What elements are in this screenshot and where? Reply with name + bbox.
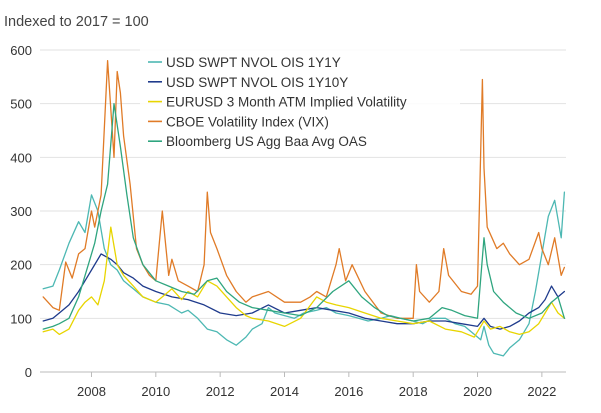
x-tick-label: 2010: [141, 384, 170, 399]
legend-label: EURUSD 3 Month ATM Implied Volatility: [166, 95, 407, 110]
legend: USD SWPT NVOL OIS 1Y1Y USD SWPT NVOL OIS …: [140, 48, 460, 156]
x-tick-label: 2020: [463, 384, 492, 399]
series-line-5: [42, 103, 566, 330]
series-line-2: [42, 253, 566, 330]
x-tick-label: 2018: [399, 384, 428, 399]
chart-title: Indexed to 2017 = 100: [4, 14, 149, 30]
series-lines: [42, 60, 566, 357]
x-tick-label: 2012: [206, 384, 235, 399]
y-tick-label: 200: [10, 258, 32, 273]
series-line-3: [42, 226, 566, 338]
axes: 0 100 200 300 400 500 600 2008 2010 2012 2014 2016 2…: [10, 43, 566, 399]
y-tick-label: 400: [10, 150, 32, 165]
x-tick-label: 2016: [334, 384, 363, 399]
x-tick-label: 2022: [527, 384, 556, 399]
x-tick-label: 2008: [77, 384, 106, 399]
legend-label: CBOE Volatility Index (VIX): [166, 114, 329, 129]
y-tick-label: 100: [10, 311, 32, 326]
legend-background: [140, 48, 460, 156]
legend-label: USD SWPT NVOL OIS 1Y10Y: [166, 75, 348, 90]
y-tick-label: 0: [25, 365, 32, 380]
legend-label: USD SWPT NVOL OIS 1Y1Y: [166, 55, 341, 70]
y-tick-label: 300: [10, 204, 32, 219]
x-tick-label: 2014: [270, 384, 299, 399]
series-line-4: [42, 60, 566, 319]
legend-label: Bloomberg US Agg Baa Avg OAS: [166, 134, 367, 149]
y-tick-label: 500: [10, 97, 32, 112]
y-tick-label: 600: [10, 43, 32, 58]
